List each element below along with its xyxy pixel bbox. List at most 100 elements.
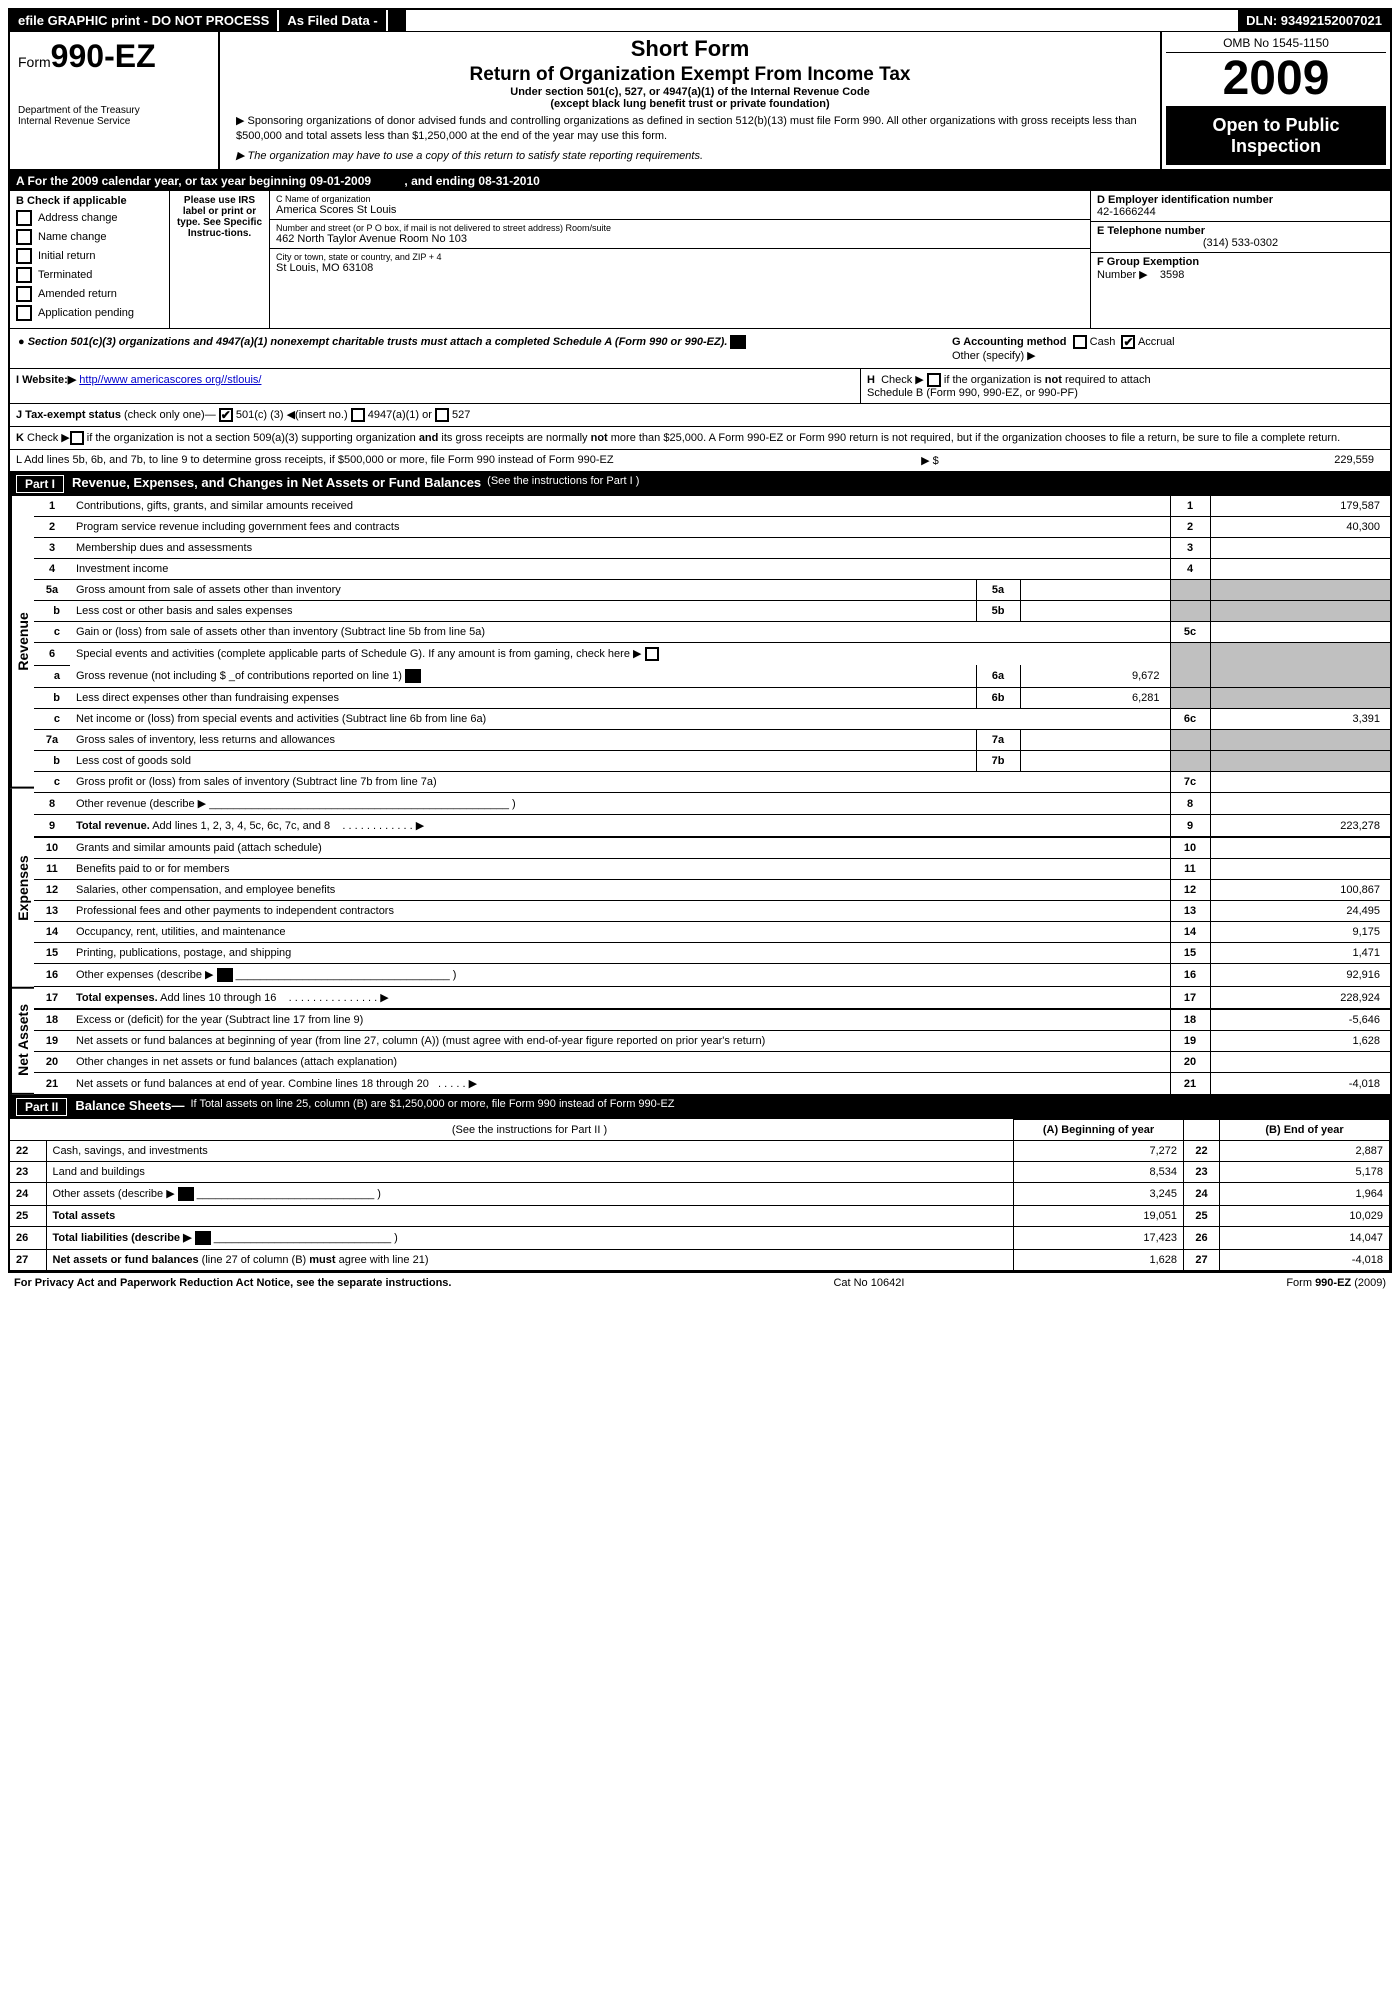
addr-label: Number and street (or P O box, if mail i…: [276, 223, 1084, 233]
pencil-icon: [178, 1187, 194, 1201]
cash-label: Cash: [1090, 336, 1116, 348]
line-15: 15Printing, publications, postage, and s…: [34, 943, 1390, 964]
col-b-hdr: B Check if applicable: [16, 195, 163, 207]
footer: For Privacy Act and Paperwork Reduction …: [8, 1273, 1392, 1293]
part2-instr: (See the instructions for Part II ): [46, 1120, 1014, 1141]
part2-label: Part II: [16, 1098, 67, 1116]
chk-gaming[interactable]: [645, 647, 659, 661]
chk-k[interactable]: [70, 431, 84, 445]
website-value[interactable]: http//www americascores org//stlouis/: [79, 374, 261, 386]
org-name: C Name of organization America Scores St…: [270, 191, 1090, 220]
group-exemption: F Group Exemption Number ▶ 3598: [1091, 253, 1390, 284]
chk-initial[interactable]: Initial return: [16, 248, 163, 264]
line-5c: cGain or (loss) from sale of assets othe…: [34, 622, 1390, 643]
bal-22: 22Cash, savings, and investments7,272222…: [10, 1141, 1390, 1162]
col-right: D Employer identification number 42-1666…: [1090, 191, 1390, 328]
bal-24: 24Other assets (describe ▶ _____________…: [10, 1183, 1390, 1206]
line-1: 1Contributions, gifts, grants, and simil…: [34, 496, 1390, 517]
line-19: 19Net assets or fund balances at beginni…: [34, 1031, 1390, 1052]
chk-accrual[interactable]: ✔: [1121, 335, 1135, 349]
bal-26: 26Total liabilities (describe ▶ ________…: [10, 1227, 1390, 1250]
line-13: 13Professional fees and other payments t…: [34, 901, 1390, 922]
k-row: K Check ▶ if the organization is not a s…: [10, 427, 1390, 450]
line-14: 14Occupancy, rent, utilities, and mainte…: [34, 922, 1390, 943]
g-label: G Accounting method: [952, 336, 1066, 348]
form-990ez-page: efile GRAPHIC print - DO NOT PROCESS As …: [8, 8, 1392, 1273]
grp-label2: Number ▶: [1097, 269, 1148, 281]
row-a: A For the 2009 calendar year, or tax yea…: [10, 171, 1390, 191]
year-box: OMB No 1545-1150 2009 Open to Public Ins…: [1160, 32, 1390, 169]
chk-501c[interactable]: ✔: [219, 408, 233, 422]
open-2: Inspection: [1231, 136, 1321, 156]
accounting-method: G Accounting method Cash ✔ Accrual Other…: [952, 335, 1382, 362]
spacer: [388, 10, 408, 31]
footer-privacy: For Privacy Act and Paperwork Reduction …: [14, 1277, 451, 1289]
chk-4947[interactable]: [351, 408, 365, 422]
bal-23: 23Land and buildings8,534235,178: [10, 1162, 1390, 1183]
pencil-icon: [405, 669, 421, 683]
line-16: 16Other expenses (describe ▶ ___________…: [34, 964, 1390, 987]
chk-cash[interactable]: [1073, 335, 1087, 349]
l-text: L Add lines 5b, 6b, and 7b, to line 9 to…: [16, 454, 614, 467]
l-row: L Add lines 5b, 6b, and 7b, to line 9 to…: [10, 450, 1390, 472]
tel-value: (314) 533-0302: [1097, 237, 1384, 249]
part1-table: Revenue Expenses Net Assets 1Contributio…: [10, 496, 1390, 1095]
chk-name[interactable]: Name change: [16, 229, 163, 245]
c-value: America Scores St Louis: [276, 204, 1084, 216]
footer-catno: Cat No 10642I: [833, 1277, 904, 1289]
pencil-icon: [195, 1231, 211, 1245]
main-title: Return of Organization Exempt From Incom…: [228, 64, 1152, 86]
line-12: 12Salaries, other compensation, and empl…: [34, 880, 1390, 901]
chk-amended[interactable]: Amended return: [16, 286, 163, 302]
line-6: 6Special events and activities (complete…: [34, 643, 1390, 666]
col-name: C Name of organization America Scores St…: [270, 191, 1090, 328]
part2-title: Balance Sheets—: [75, 1098, 184, 1116]
addr-value: 462 North Taylor Avenue Room No 103: [276, 233, 1084, 245]
row-a-end: , and ending 08-31-2010: [404, 174, 539, 188]
line-5b: bLess cost or other basis and sales expe…: [34, 601, 1390, 622]
l-arrow: ▶ $: [879, 454, 939, 467]
note-2: ▶ The organization may have to use a cop…: [228, 149, 1152, 164]
topbar: efile GRAPHIC print - DO NOT PROCESS As …: [10, 10, 1390, 32]
ein: D Employer identification number 42-1666…: [1091, 191, 1390, 222]
chk-h[interactable]: [927, 373, 941, 387]
dept-irs: Internal Revenue Service: [18, 116, 210, 127]
chk-terminated[interactable]: Terminated: [16, 267, 163, 283]
short-form: Short Form: [228, 36, 1152, 62]
h-check: H Check ▶ if the organization is not req…: [860, 369, 1390, 403]
note-1: ▶ Sponsoring organizations of donor advi…: [228, 114, 1152, 145]
balance-table: (See the instructions for Part II ) (A) …: [10, 1119, 1390, 1271]
tel: E Telephone number (314) 533-0302: [1091, 222, 1390, 253]
line-7c: cGross profit or (loss) from sales of in…: [34, 772, 1390, 793]
section-501c3-row: ● Section 501(c)(3) organizations and 49…: [10, 329, 1390, 369]
line-11: 11Benefits paid to or for members11: [34, 859, 1390, 880]
line-7b: bLess cost of goods sold7b: [34, 751, 1390, 772]
expenses-vlabel: Expenses: [10, 789, 34, 989]
dept-treasury: Department of the Treasury: [18, 105, 210, 116]
as-filed: As Filed Data -: [279, 10, 387, 31]
line-6b: bLess direct expenses other than fundrai…: [34, 688, 1390, 709]
org-addr: Number and street (or P O box, if mail i…: [270, 220, 1090, 249]
chk-address[interactable]: Address change: [16, 210, 163, 226]
note-2-text: ▶ The organization may have to use a cop…: [236, 150, 703, 162]
l-amount: 229,559: [1204, 454, 1384, 467]
lines-table: 1Contributions, gifts, grants, and simil…: [34, 496, 1390, 1095]
line-8: 8Other revenue (describe ▶ _____________…: [34, 793, 1390, 815]
form-box: Form990-EZ Department of the Treasury In…: [10, 32, 220, 169]
ein-value: 42-1666244: [1097, 206, 1384, 218]
part2-header: Part II Balance Sheets— If Total assets …: [10, 1095, 1390, 1119]
other-label: Other (specify) ▶: [952, 350, 1036, 362]
city-label: City or town, state or country, and ZIP …: [276, 252, 1084, 262]
line-5a: 5aGross amount from sale of assets other…: [34, 580, 1390, 601]
line-7a: 7aGross sales of inventory, less returns…: [34, 730, 1390, 751]
open-public: Open to Public Inspection: [1166, 107, 1386, 165]
part1-title: Revenue, Expenses, and Changes in Net As…: [72, 475, 481, 493]
col-b-hdr: (B) End of year: [1220, 1120, 1390, 1141]
part2-note: If Total assets on line 25, column (B) a…: [190, 1098, 674, 1116]
form-prefix: Form: [18, 54, 51, 70]
chk-pending[interactable]: Application pending: [16, 305, 163, 321]
org-city: City or town, state or country, and ZIP …: [270, 249, 1090, 277]
col-b: B Check if applicable Address change Nam…: [10, 191, 170, 328]
chk-527[interactable]: [435, 408, 449, 422]
omb-no: OMB No 1545-1150: [1166, 36, 1386, 53]
